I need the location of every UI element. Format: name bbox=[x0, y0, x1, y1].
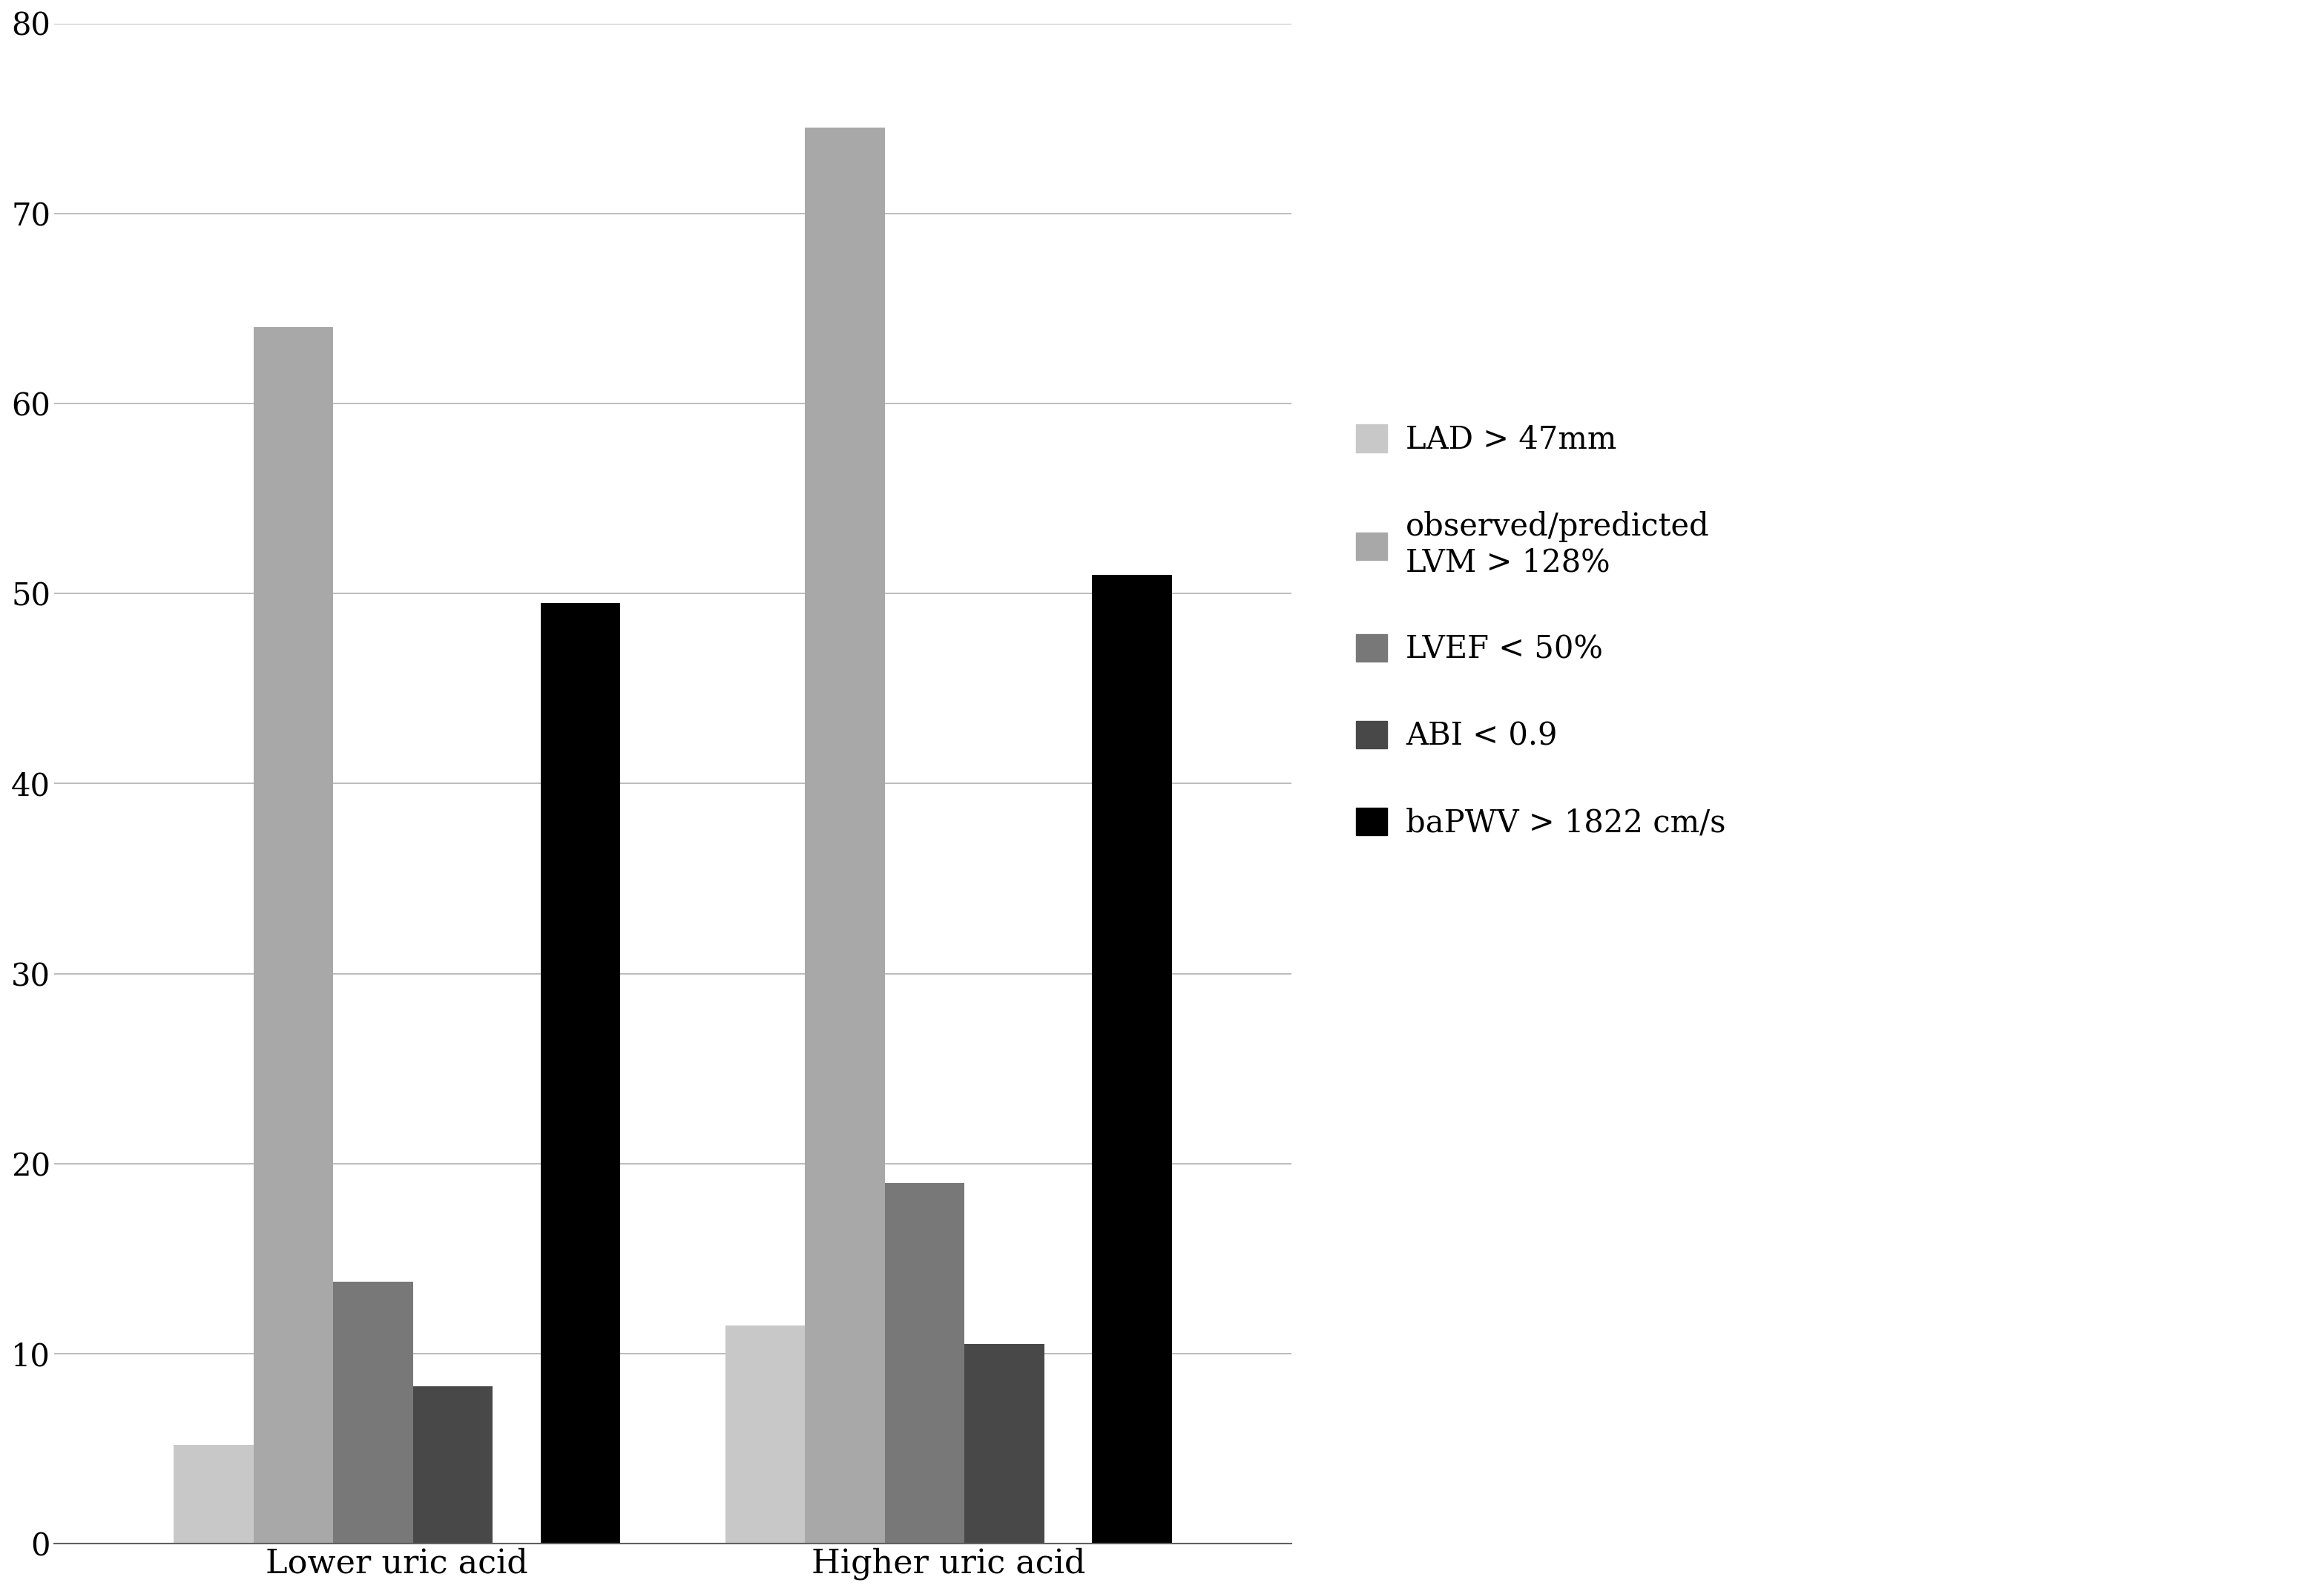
Bar bbox=[253, 328, 332, 1543]
Bar bbox=[725, 1325, 804, 1543]
Bar bbox=[1092, 574, 1171, 1543]
Bar bbox=[964, 1344, 1043, 1543]
Bar bbox=[332, 1282, 414, 1543]
Bar bbox=[174, 1445, 253, 1543]
Bar bbox=[804, 127, 885, 1543]
Bar bbox=[414, 1386, 493, 1543]
Legend: LAD > 47mm, observed/predicted
LVM > 128%, LVEF < 50%, ABI < 0.9, baPWV > 1822 c: LAD > 47mm, observed/predicted LVM > 128… bbox=[1343, 412, 1738, 851]
Bar bbox=[885, 1182, 964, 1543]
Bar bbox=[541, 603, 621, 1543]
